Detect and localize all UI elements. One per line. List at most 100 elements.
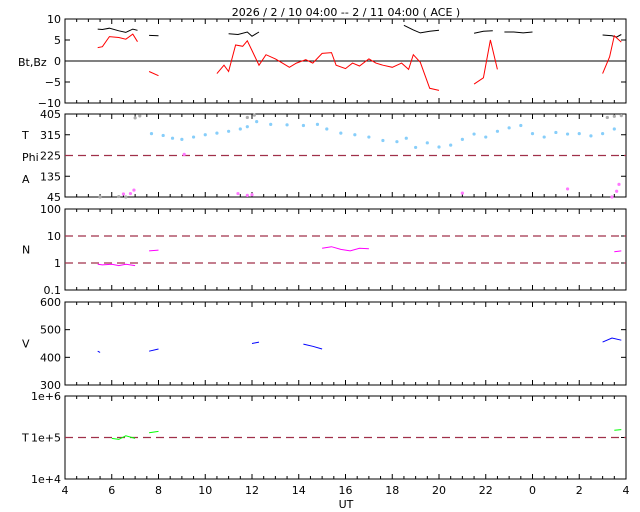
data-point-grey (605, 115, 609, 120)
data-point-phi (449, 143, 453, 147)
y-tick-label: −5 (45, 76, 61, 89)
data-point-phi (472, 132, 476, 136)
x-axis-label: UT (339, 498, 354, 511)
series-line-bz (97, 33, 622, 91)
y-tick-label: 10 (47, 13, 61, 26)
data-point-phi (519, 123, 523, 128)
panel-frame (64, 301, 627, 386)
x-tick-label: 4 (623, 484, 630, 497)
data-point-phi-low (245, 193, 249, 197)
data-point-phi-low (182, 152, 186, 156)
y-tick-label: 315 (40, 129, 61, 142)
x-axis: 4 6 8 10 12 14 16 18 20 22 0 2 4 (62, 484, 630, 497)
data-point-phi (339, 131, 343, 135)
data-point-phi (507, 126, 511, 130)
data-point-phi (554, 130, 558, 135)
data-point-phi-low (460, 191, 464, 195)
data-point-phi (315, 122, 320, 126)
x-tick-label: 16 (339, 484, 353, 497)
data-point-grey (133, 116, 137, 120)
y-tick-label: 0.1 (44, 284, 62, 297)
panel-frame (64, 208, 627, 291)
data-point-phi-low (565, 187, 570, 191)
y-tick-label: 400 (40, 351, 61, 364)
series-line-bt (97, 24, 622, 38)
y-axis-label: Phi (22, 151, 39, 164)
x-tick-label: 8 (155, 484, 162, 497)
y-axis-label: Bt,Bz (18, 56, 47, 69)
data-point-phi (161, 133, 165, 138)
panel-temperature: 1e+6 1e+5 1e+4 T (21, 390, 627, 486)
y-tick-label: 405 (40, 108, 61, 121)
y-tick-label: −10 (38, 97, 61, 110)
x-tick-label: 2 (576, 484, 583, 497)
data-point-phi (149, 131, 154, 136)
data-point-phi (601, 131, 605, 136)
y-tick-label: 1e+6 (31, 390, 61, 403)
chart-title: 2026 / 2 / 10 04:00 -- 2 / 11 04:00 ( AC… (232, 6, 460, 19)
y-axis-label: A (22, 173, 30, 186)
data-point-grey (612, 114, 616, 118)
data-point-phi (577, 131, 581, 136)
data-point-grey (138, 114, 142, 118)
data-point-grey (124, 195, 128, 199)
data-point-phi-low (250, 193, 254, 197)
panels: 1050−5−10Bt,Bz40531522513545TPhiA1001010… (18, 13, 627, 486)
data-point-phi-low (121, 192, 126, 196)
data-point-grey (619, 114, 623, 118)
y-tick-label: 1 (54, 257, 61, 270)
data-point-phi (255, 120, 259, 124)
data-point-grey (245, 115, 249, 120)
panel-density: 100 10 1 0.1 N (22, 203, 627, 297)
data-point-phi-low (610, 195, 614, 199)
x-tick-label: 10 (198, 484, 212, 497)
panel-magnetic-field: 10 5 0 −5 −10 Bt,Bz (18, 13, 627, 110)
y-tick-label: 600 (40, 296, 61, 309)
data-point-phi-low (236, 191, 240, 196)
y-tick-label: 1e+5 (31, 432, 61, 445)
y-tick-label: 45 (47, 191, 61, 204)
y-tick-label: 0 (54, 55, 61, 68)
data-point-phi (565, 132, 570, 136)
data-point-phi (215, 131, 219, 135)
data-point-phi-low (617, 182, 621, 186)
y-tick-label: 5 (54, 34, 61, 47)
y-tick-label: 100 (40, 203, 61, 216)
data-point-phi (203, 133, 207, 137)
y-tick-label: 135 (40, 170, 61, 183)
data-point-grey (98, 195, 102, 199)
y-axis-label: N (22, 244, 30, 257)
data-point-phi (325, 127, 329, 131)
data-point-phi (589, 134, 593, 138)
data-point-phi-low (615, 189, 619, 193)
data-point-phi (381, 138, 385, 143)
data-point-phi (460, 137, 464, 141)
y-tick-label: 225 (40, 150, 61, 163)
data-point-phi (612, 127, 616, 131)
y-tick-label: 10 (47, 230, 61, 243)
data-point-grey (117, 194, 121, 199)
series-line-n (97, 246, 622, 267)
y-tick-label: 300 (40, 379, 61, 392)
x-tick-label: 4 (62, 484, 69, 497)
y-axis-label: V (22, 338, 30, 351)
data-point-phi (238, 127, 242, 131)
x-tick-label: 14 (292, 484, 306, 497)
data-point-phi (495, 129, 500, 133)
data-point-phi-low (128, 191, 133, 196)
data-point-phi (367, 135, 371, 139)
y-tick-label: 500 (40, 324, 61, 337)
data-point-phi (301, 123, 306, 128)
data-point-phi-low (132, 188, 136, 192)
x-tick-label: 0 (529, 484, 536, 497)
panel-speed: 600 500 400 300 V (22, 296, 627, 392)
data-point-phi (170, 136, 175, 140)
data-point-phi (395, 140, 399, 144)
x-tick-label: 6 (108, 484, 115, 497)
x-tick-label: 20 (432, 484, 446, 497)
data-point-phi (542, 135, 546, 139)
data-point-phi (484, 135, 488, 139)
data-point-phi (414, 145, 418, 150)
series-line-temp (111, 429, 622, 440)
